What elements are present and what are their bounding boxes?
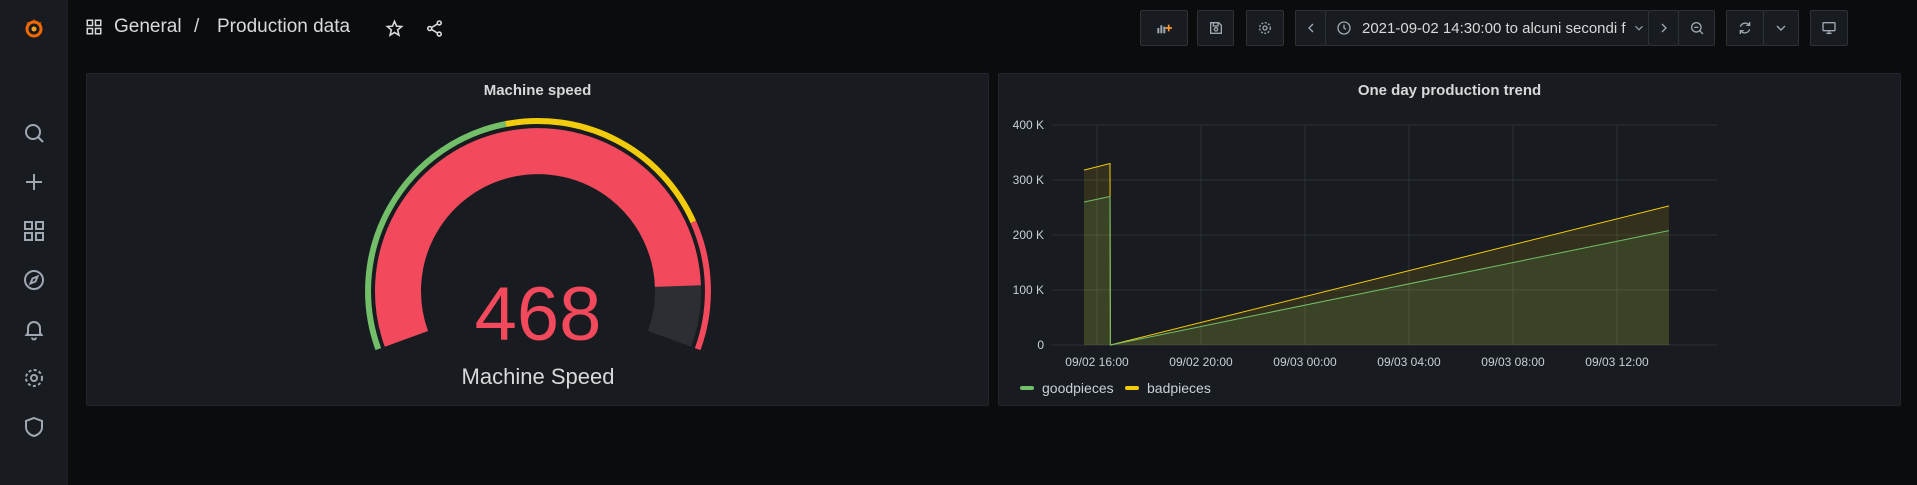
add-panel-button[interactable] xyxy=(1140,10,1188,46)
series-line-goodpieces xyxy=(1083,195,1670,346)
save-icon xyxy=(1209,22,1222,34)
gauge-label: Machine Speed xyxy=(462,364,615,389)
tv-mode-icon xyxy=(1822,22,1836,34)
gear-icon[interactable] xyxy=(14,358,54,398)
plus-icon[interactable] xyxy=(14,162,54,202)
legend-swatch xyxy=(1125,386,1139,390)
x-tick-label: 09/03 04:00 xyxy=(1377,355,1441,369)
add-panel-icon xyxy=(1157,24,1172,34)
y-tick-label: 300 K xyxy=(1013,173,1044,187)
y-tick-label: 400 K xyxy=(1013,118,1044,132)
legend-label: badpieces xyxy=(1147,380,1211,396)
tv-mode-button[interactable] xyxy=(1810,10,1848,46)
panel-title: Machine speed xyxy=(483,82,592,99)
series-area-badpieces xyxy=(1084,163,1669,345)
refresh-icon xyxy=(1739,22,1751,34)
legend-label: goodpieces xyxy=(1042,380,1114,396)
legend-item-badpieces[interactable]: badpieces xyxy=(1125,380,1211,396)
star-icon[interactable] xyxy=(385,19,404,43)
trend-chart: 400 K 300 K 200 K 100 K 0 09/02 16:00 09/02 20… xyxy=(1013,118,1717,369)
time-range-picker[interactable]: 2021-09-02 14:30:00 to alcuni secondi fa xyxy=(1325,10,1649,46)
x-tick-label: 09/03 12:00 xyxy=(1585,355,1649,369)
settings-icon xyxy=(1259,22,1271,34)
gauge-threshold-band xyxy=(505,117,697,224)
legend-swatch xyxy=(1020,386,1034,390)
explore-icon[interactable] xyxy=(14,260,54,300)
production-trend-panel[interactable]: One day production trend xyxy=(998,73,1901,406)
gauge-threshold-band xyxy=(365,121,507,351)
y-tick-label: 200 K xyxy=(1013,228,1044,242)
chevron-down-icon xyxy=(1776,25,1786,31)
refresh-button[interactable] xyxy=(1726,10,1764,46)
gauge-threshold-band xyxy=(690,220,711,351)
time-forward-button[interactable] xyxy=(1648,10,1679,46)
x-tick-label: 09/02 16:00 xyxy=(1065,355,1129,369)
x-tick-label: 09/03 08:00 xyxy=(1481,355,1545,369)
x-tick-label: 09/02 20:00 xyxy=(1169,355,1233,369)
x-tick-label: 09/03 00:00 xyxy=(1273,355,1337,369)
machine-speed-panel[interactable]: Machine speed 468 Machine Speed xyxy=(86,73,989,406)
top-bar: General / Production data 2021-09-02 14:… xyxy=(68,0,1917,56)
time-back-button[interactable] xyxy=(1295,10,1326,46)
dashboards-breadcrumb-icon xyxy=(85,18,103,36)
chevron-left-icon xyxy=(1307,23,1313,33)
zoom-out-button[interactable] xyxy=(1678,10,1715,46)
share-icon[interactable] xyxy=(425,19,444,43)
shield-icon[interactable] xyxy=(14,407,54,447)
page-title[interactable]: Production data xyxy=(217,16,351,37)
grafana-logo-icon[interactable] xyxy=(14,8,54,48)
search-icon[interactable] xyxy=(14,113,54,153)
zoom-out-icon xyxy=(1690,22,1703,35)
gauge-value: 468 xyxy=(475,272,602,357)
gauge: 468 Machine Speed xyxy=(365,117,711,389)
chevron-down-icon xyxy=(1635,25,1643,31)
sidebar xyxy=(0,0,68,485)
chevron-right-icon xyxy=(1661,23,1667,33)
gauge-value-arc xyxy=(375,128,701,347)
refresh-interval-dropdown[interactable] xyxy=(1763,10,1799,46)
alert-bell-icon[interactable] xyxy=(14,309,54,349)
breadcrumb-folder[interactable]: General xyxy=(114,16,182,37)
panel-title: One day production trend xyxy=(1357,82,1542,99)
clock-icon xyxy=(1337,21,1351,35)
series-area-goodpieces xyxy=(1084,196,1669,345)
dashboard-settings-button[interactable] xyxy=(1246,10,1284,46)
legend-item-goodpieces[interactable]: goodpieces xyxy=(1020,380,1114,396)
y-tick-label: 100 K xyxy=(1013,283,1044,297)
time-range-label: 2021-09-02 14:30:00 to alcuni secondi fa xyxy=(1362,19,1626,37)
dashboards-icon[interactable] xyxy=(14,211,54,251)
y-tick-label: 0 xyxy=(1037,338,1044,352)
save-dashboard-button[interactable] xyxy=(1197,10,1234,46)
breadcrumb-separator: / xyxy=(194,16,200,37)
